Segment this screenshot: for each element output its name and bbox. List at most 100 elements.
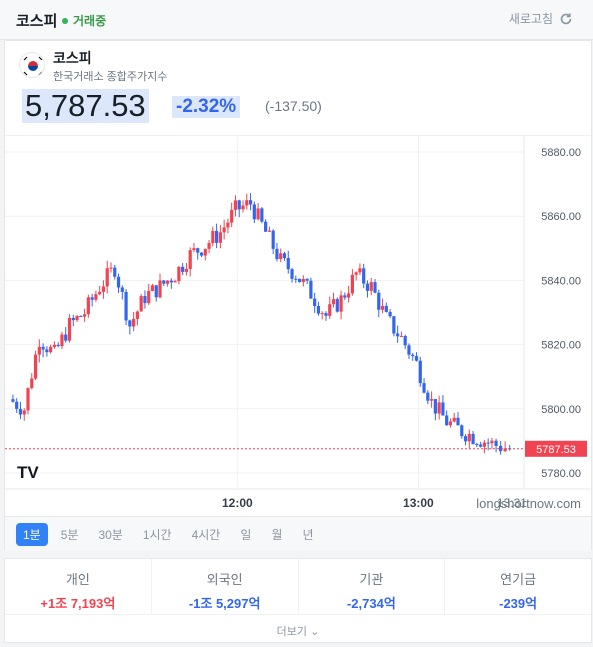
- candle-body: [15, 401, 19, 409]
- candle-body: [207, 243, 211, 249]
- candle-body: [267, 230, 272, 232]
- candle-body: [192, 248, 196, 251]
- index-subtitle: 한국거래소 종합주가지수: [53, 71, 168, 83]
- candle-body: [320, 313, 324, 315]
- candle-body: [350, 274, 354, 294]
- candle-body: [165, 280, 170, 284]
- candle-body: [448, 421, 453, 426]
- candle-body: [365, 283, 370, 291]
- timeframe-tab[interactable]: 년: [302, 527, 314, 542]
- candle-body: [139, 296, 143, 312]
- candle-body: [188, 250, 192, 270]
- candle-body: [26, 388, 30, 411]
- y-tick-label: 5880.00: [541, 147, 581, 159]
- candle-body: [380, 306, 385, 310]
- candle-body: [403, 335, 407, 346]
- candle-body: [324, 313, 328, 316]
- candle-body: [154, 285, 158, 298]
- refresh-button[interactable]: 새로고침: [509, 10, 573, 27]
- candle-body: [132, 318, 136, 327]
- y-tick-label: 5820.00: [541, 340, 581, 352]
- candle-body: [109, 267, 113, 269]
- top-bar: 코스피 거래중 새로고침: [0, 0, 593, 40]
- change-amount: (-137.50): [265, 98, 322, 114]
- timeframe-tab[interactable]: 1분: [16, 522, 48, 546]
- candle-body: [503, 448, 507, 452]
- candle-body: [177, 266, 181, 281]
- y-tick-label: 5800.00: [541, 404, 581, 416]
- timeframe-tab[interactable]: 1시간: [142, 527, 172, 542]
- candle-body: [275, 248, 279, 260]
- current-price-box: [525, 440, 587, 457]
- candle-body: [433, 399, 437, 414]
- candle-body: [222, 227, 226, 233]
- timeframe-tab[interactable]: 30분: [98, 527, 123, 542]
- status-dot-icon: [62, 17, 68, 24]
- timeframe-tab[interactable]: 월: [271, 527, 283, 542]
- candle-body: [479, 444, 483, 447]
- candle-body: [120, 287, 124, 292]
- candle-body: [331, 299, 336, 305]
- candle-body: [248, 200, 253, 205]
- candle-body: [456, 417, 460, 426]
- investor-value: +1조 7,193억: [40, 596, 116, 611]
- candle-body: [79, 315, 83, 317]
- candle-body: [290, 269, 294, 279]
- y-tick-label: 5860.00: [541, 211, 581, 223]
- candle-body: [422, 383, 426, 393]
- timeframe-tab[interactable]: 5분: [60, 527, 79, 542]
- price-chart[interactable]: 5880.00 5860.00 5840.00 5820.00 5800.00 5780.…: [5, 135, 591, 516]
- investor-value: -1조 5,297억: [188, 596, 261, 611]
- candle-body: [169, 280, 173, 283]
- candle-body: [22, 410, 26, 415]
- candle-body: [67, 317, 72, 341]
- x-tick-label: 12:00: [222, 496, 253, 510]
- investor-item: 개인 +1조 7,193억: [5, 559, 152, 614]
- refresh-label: 새로고침: [508, 12, 553, 26]
- investor-item: 외국인 -1조 5,297억: [152, 559, 299, 614]
- candle-body: [305, 278, 309, 281]
- index-price: 5,787.53: [22, 89, 149, 123]
- candle-body: [147, 290, 151, 304]
- y-tick-label: 5780.00: [541, 468, 581, 480]
- candle-body: [237, 200, 241, 210]
- candle-body: [94, 294, 98, 300]
- candle-body: [377, 292, 381, 310]
- index-name: 코스피: [53, 50, 92, 66]
- candle-body: [388, 311, 392, 317]
- candle-body: [426, 392, 430, 401]
- candle-body: [241, 205, 245, 210]
- investor-item: 기관 -2,734억: [299, 559, 446, 614]
- investor-label: 외국인: [206, 572, 243, 587]
- y-tick-label: 5840.00: [541, 275, 581, 287]
- candle-body: [11, 399, 15, 402]
- candle-body: [256, 208, 260, 220]
- timeframe-tab[interactable]: 4시간: [191, 527, 221, 542]
- candle-body: [75, 315, 79, 321]
- candle-body: [445, 415, 449, 426]
- candle-body: [230, 209, 234, 223]
- candle-body: [162, 280, 166, 284]
- candle-body: [52, 344, 57, 347]
- candlestick-chart: 5880.00 5860.00 5840.00 5820.00 5800.00 5780.…: [5, 136, 591, 511]
- candle-body: [158, 280, 162, 298]
- candle-body: [411, 354, 415, 357]
- market-status-label: 거래중: [73, 14, 107, 28]
- timeframe-tab[interactable]: 일: [240, 527, 252, 542]
- candle-body: [354, 272, 358, 275]
- tradingview-logo: TV: [17, 463, 39, 482]
- investor-label: 개인: [65, 572, 90, 587]
- more-button[interactable]: 더보기 ⌄: [5, 615, 591, 639]
- candle-body: [203, 248, 207, 256]
- candle-body: [343, 295, 347, 298]
- candle-body: [286, 258, 290, 270]
- change-percent: -2.32%: [172, 96, 241, 118]
- candle-body: [56, 344, 60, 347]
- candle-body: [18, 408, 23, 415]
- candle-body: [335, 299, 339, 312]
- candle-body: [113, 267, 117, 277]
- candle-body: [313, 298, 317, 307]
- candle-body: [60, 334, 64, 347]
- timeframe-selector: 1분 5분 30분 1시간 4시간 일 월 년: [5, 516, 591, 551]
- investor-label: 연기금: [500, 572, 537, 587]
